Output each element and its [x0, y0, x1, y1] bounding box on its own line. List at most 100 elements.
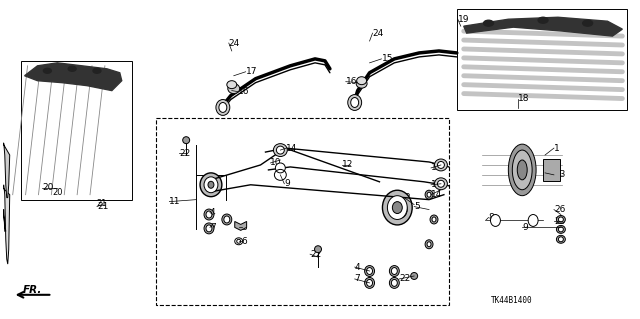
Ellipse shape — [356, 79, 367, 88]
Ellipse shape — [427, 242, 431, 247]
Ellipse shape — [582, 20, 593, 26]
Text: 18: 18 — [518, 94, 530, 103]
Text: 24: 24 — [372, 29, 384, 38]
Ellipse shape — [228, 84, 240, 93]
Polygon shape — [464, 17, 622, 36]
Ellipse shape — [430, 215, 438, 224]
Ellipse shape — [427, 192, 431, 197]
Ellipse shape — [275, 163, 285, 173]
Ellipse shape — [559, 227, 563, 232]
Ellipse shape — [216, 100, 230, 115]
Ellipse shape — [392, 201, 407, 219]
Ellipse shape — [556, 235, 565, 243]
Ellipse shape — [351, 98, 358, 108]
Ellipse shape — [425, 240, 433, 249]
Ellipse shape — [389, 278, 399, 288]
Text: 2: 2 — [404, 193, 410, 202]
Ellipse shape — [237, 239, 241, 243]
Ellipse shape — [559, 237, 563, 242]
Ellipse shape — [435, 178, 447, 190]
Ellipse shape — [348, 94, 362, 110]
Ellipse shape — [538, 17, 548, 23]
Text: 7: 7 — [355, 274, 360, 284]
Text: 9: 9 — [522, 223, 528, 232]
Ellipse shape — [273, 144, 287, 157]
Text: 4: 4 — [210, 208, 216, 217]
Text: 9: 9 — [284, 179, 290, 188]
Ellipse shape — [425, 190, 433, 199]
Text: 21: 21 — [97, 202, 108, 211]
Ellipse shape — [389, 266, 399, 277]
Text: 23: 23 — [554, 170, 565, 179]
Ellipse shape — [484, 20, 493, 26]
Text: 4: 4 — [355, 263, 360, 271]
Text: 5: 5 — [414, 202, 420, 211]
Ellipse shape — [556, 226, 565, 234]
Ellipse shape — [432, 217, 436, 222]
Polygon shape — [24, 63, 122, 91]
Text: 8: 8 — [488, 213, 494, 222]
Text: 11: 11 — [170, 197, 181, 206]
Ellipse shape — [556, 216, 565, 223]
Ellipse shape — [68, 66, 76, 71]
Text: 15: 15 — [381, 54, 393, 63]
Ellipse shape — [219, 102, 227, 112]
Text: 24: 24 — [229, 39, 240, 48]
Ellipse shape — [206, 225, 212, 232]
Ellipse shape — [365, 266, 374, 277]
Text: 13: 13 — [431, 163, 442, 173]
Text: 22: 22 — [179, 149, 191, 158]
Ellipse shape — [200, 173, 222, 197]
Ellipse shape — [392, 268, 397, 274]
Ellipse shape — [204, 223, 214, 234]
Text: 3: 3 — [242, 223, 248, 232]
Ellipse shape — [392, 279, 397, 286]
Polygon shape — [235, 221, 246, 230]
Text: 19: 19 — [458, 15, 469, 24]
Ellipse shape — [528, 214, 538, 226]
Polygon shape — [3, 210, 6, 231]
Text: FR.: FR. — [23, 285, 42, 295]
Ellipse shape — [367, 279, 372, 286]
Ellipse shape — [367, 268, 372, 274]
Text: 26: 26 — [554, 205, 565, 214]
Ellipse shape — [206, 211, 212, 218]
Text: 17: 17 — [246, 67, 257, 76]
Ellipse shape — [44, 68, 51, 73]
Ellipse shape — [235, 238, 243, 245]
Text: 14: 14 — [286, 144, 298, 152]
Ellipse shape — [365, 278, 374, 288]
Text: 10: 10 — [271, 159, 282, 167]
Ellipse shape — [411, 272, 418, 279]
Ellipse shape — [508, 144, 536, 196]
Polygon shape — [3, 143, 10, 198]
Text: 14: 14 — [431, 190, 442, 199]
Text: 20: 20 — [52, 188, 63, 197]
Text: 22: 22 — [399, 274, 410, 284]
Text: 21: 21 — [97, 199, 107, 208]
Ellipse shape — [383, 190, 412, 225]
Ellipse shape — [517, 160, 527, 180]
Ellipse shape — [224, 216, 230, 223]
Ellipse shape — [438, 161, 444, 168]
Text: 16: 16 — [237, 87, 249, 96]
Text: 22: 22 — [310, 250, 321, 259]
Ellipse shape — [559, 217, 563, 222]
Text: TK44B1400: TK44B1400 — [490, 296, 532, 305]
Text: 10: 10 — [431, 180, 442, 189]
Ellipse shape — [314, 246, 321, 253]
Polygon shape — [3, 185, 10, 264]
Ellipse shape — [435, 159, 447, 171]
Text: 25: 25 — [554, 217, 565, 226]
Ellipse shape — [93, 68, 101, 73]
Text: 7: 7 — [210, 223, 216, 232]
Ellipse shape — [182, 137, 189, 144]
Ellipse shape — [512, 150, 532, 190]
Text: 6: 6 — [242, 237, 248, 246]
Ellipse shape — [356, 77, 367, 85]
Ellipse shape — [204, 177, 218, 193]
FancyBboxPatch shape — [543, 159, 560, 181]
Ellipse shape — [227, 81, 237, 89]
Ellipse shape — [208, 181, 214, 188]
Ellipse shape — [392, 202, 403, 213]
